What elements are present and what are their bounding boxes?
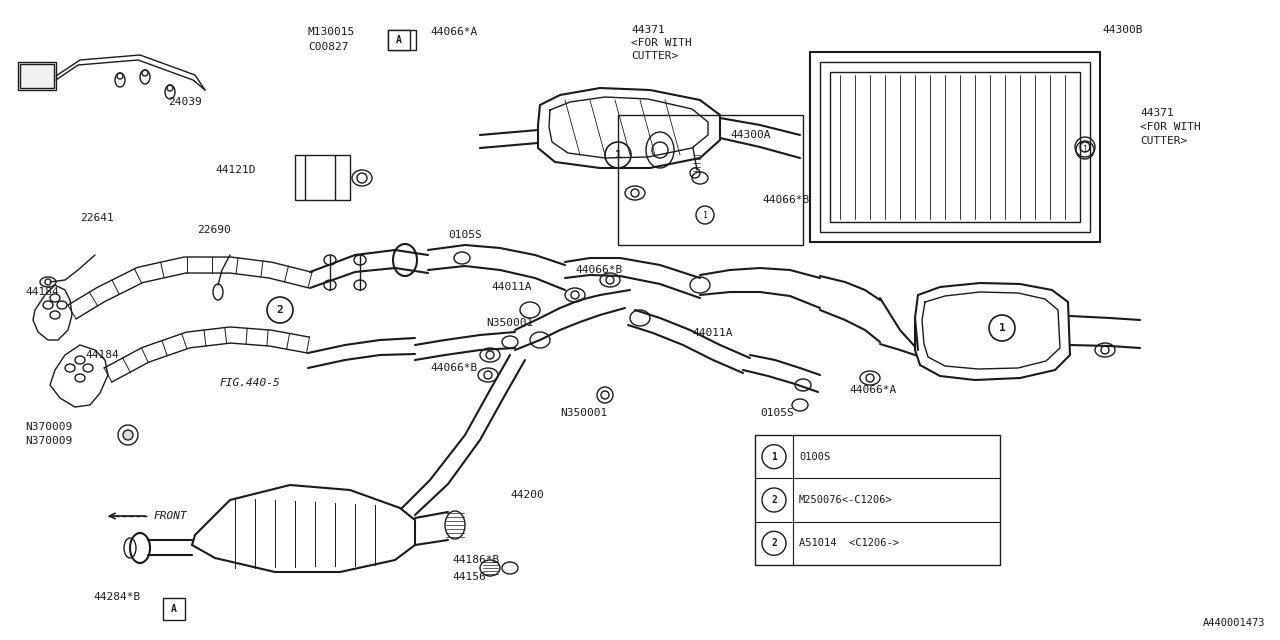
Text: M250076<-C1206>: M250076<-C1206>	[799, 495, 892, 505]
Bar	[18, 62, 56, 90]
Text: 44121D: 44121D	[215, 165, 256, 175]
Polygon shape	[50, 345, 108, 407]
Text: A440001473: A440001473	[1202, 618, 1265, 628]
Bar	[163, 598, 186, 620]
Text: 44200: 44200	[509, 490, 544, 500]
Text: 44300B: 44300B	[1102, 25, 1143, 35]
Text: 44156: 44156	[452, 572, 485, 582]
Text: 44186*B: 44186*B	[452, 555, 499, 565]
Bar	[388, 30, 416, 50]
Text: 0105S: 0105S	[760, 408, 794, 418]
Text: FIG.440-5: FIG.440-5	[220, 378, 280, 388]
Text: N370009: N370009	[26, 436, 72, 446]
Text: A: A	[396, 35, 402, 45]
Bar	[20, 64, 54, 88]
Text: 22641: 22641	[79, 213, 114, 223]
Polygon shape	[192, 485, 415, 572]
Text: 44066*B: 44066*B	[575, 265, 622, 275]
Text: FRONT: FRONT	[154, 511, 187, 521]
Text: CUTTER>: CUTTER>	[631, 51, 678, 61]
Text: 44284*B: 44284*B	[93, 592, 141, 602]
Text: A51014  <C1206->: A51014 <C1206->	[799, 538, 899, 548]
Polygon shape	[915, 283, 1070, 380]
Text: 44300A: 44300A	[730, 130, 771, 140]
Bar	[810, 52, 1100, 242]
Text: 0105S: 0105S	[448, 230, 481, 240]
Text: 44371: 44371	[631, 25, 664, 35]
Polygon shape	[33, 285, 72, 340]
Text: 44011A: 44011A	[692, 328, 732, 338]
Text: 24039: 24039	[168, 97, 202, 107]
Text: 44066*B: 44066*B	[430, 363, 477, 373]
Bar	[618, 115, 803, 245]
Text: 1: 1	[1083, 145, 1088, 154]
Text: C00827: C00827	[308, 42, 348, 52]
Text: 44066*B: 44066*B	[762, 195, 809, 205]
Text: 2: 2	[771, 495, 777, 505]
Bar	[755, 435, 1000, 565]
Text: 44011A: 44011A	[492, 282, 531, 292]
Text: N370009: N370009	[26, 422, 72, 432]
Bar	[388, 30, 410, 50]
Text: 1: 1	[771, 452, 777, 461]
Polygon shape	[538, 88, 719, 168]
Text: 1: 1	[703, 211, 708, 220]
Text: 44066*A: 44066*A	[430, 27, 477, 37]
Text: 22690: 22690	[197, 225, 230, 235]
Bar	[294, 155, 349, 200]
Bar	[829, 72, 1080, 222]
Circle shape	[123, 430, 133, 440]
Text: 2: 2	[771, 538, 777, 548]
Text: N350001: N350001	[486, 318, 534, 328]
Text: 44184: 44184	[26, 287, 59, 297]
Text: 44371: 44371	[1140, 108, 1174, 118]
Text: <FOR WITH: <FOR WITH	[631, 38, 691, 48]
Text: CUTTER>: CUTTER>	[1140, 136, 1188, 146]
Text: N350001: N350001	[561, 408, 607, 418]
Text: 2: 2	[276, 305, 283, 315]
Text: <FOR WITH: <FOR WITH	[1140, 122, 1201, 132]
Text: 0100S: 0100S	[799, 452, 831, 461]
Text: 1: 1	[614, 150, 621, 160]
Bar	[820, 62, 1091, 232]
Text: M130015: M130015	[308, 27, 356, 37]
Text: 44066*A: 44066*A	[849, 385, 896, 395]
Text: 44184: 44184	[84, 350, 119, 360]
Text: 1: 1	[998, 323, 1005, 333]
Text: A: A	[172, 604, 177, 614]
